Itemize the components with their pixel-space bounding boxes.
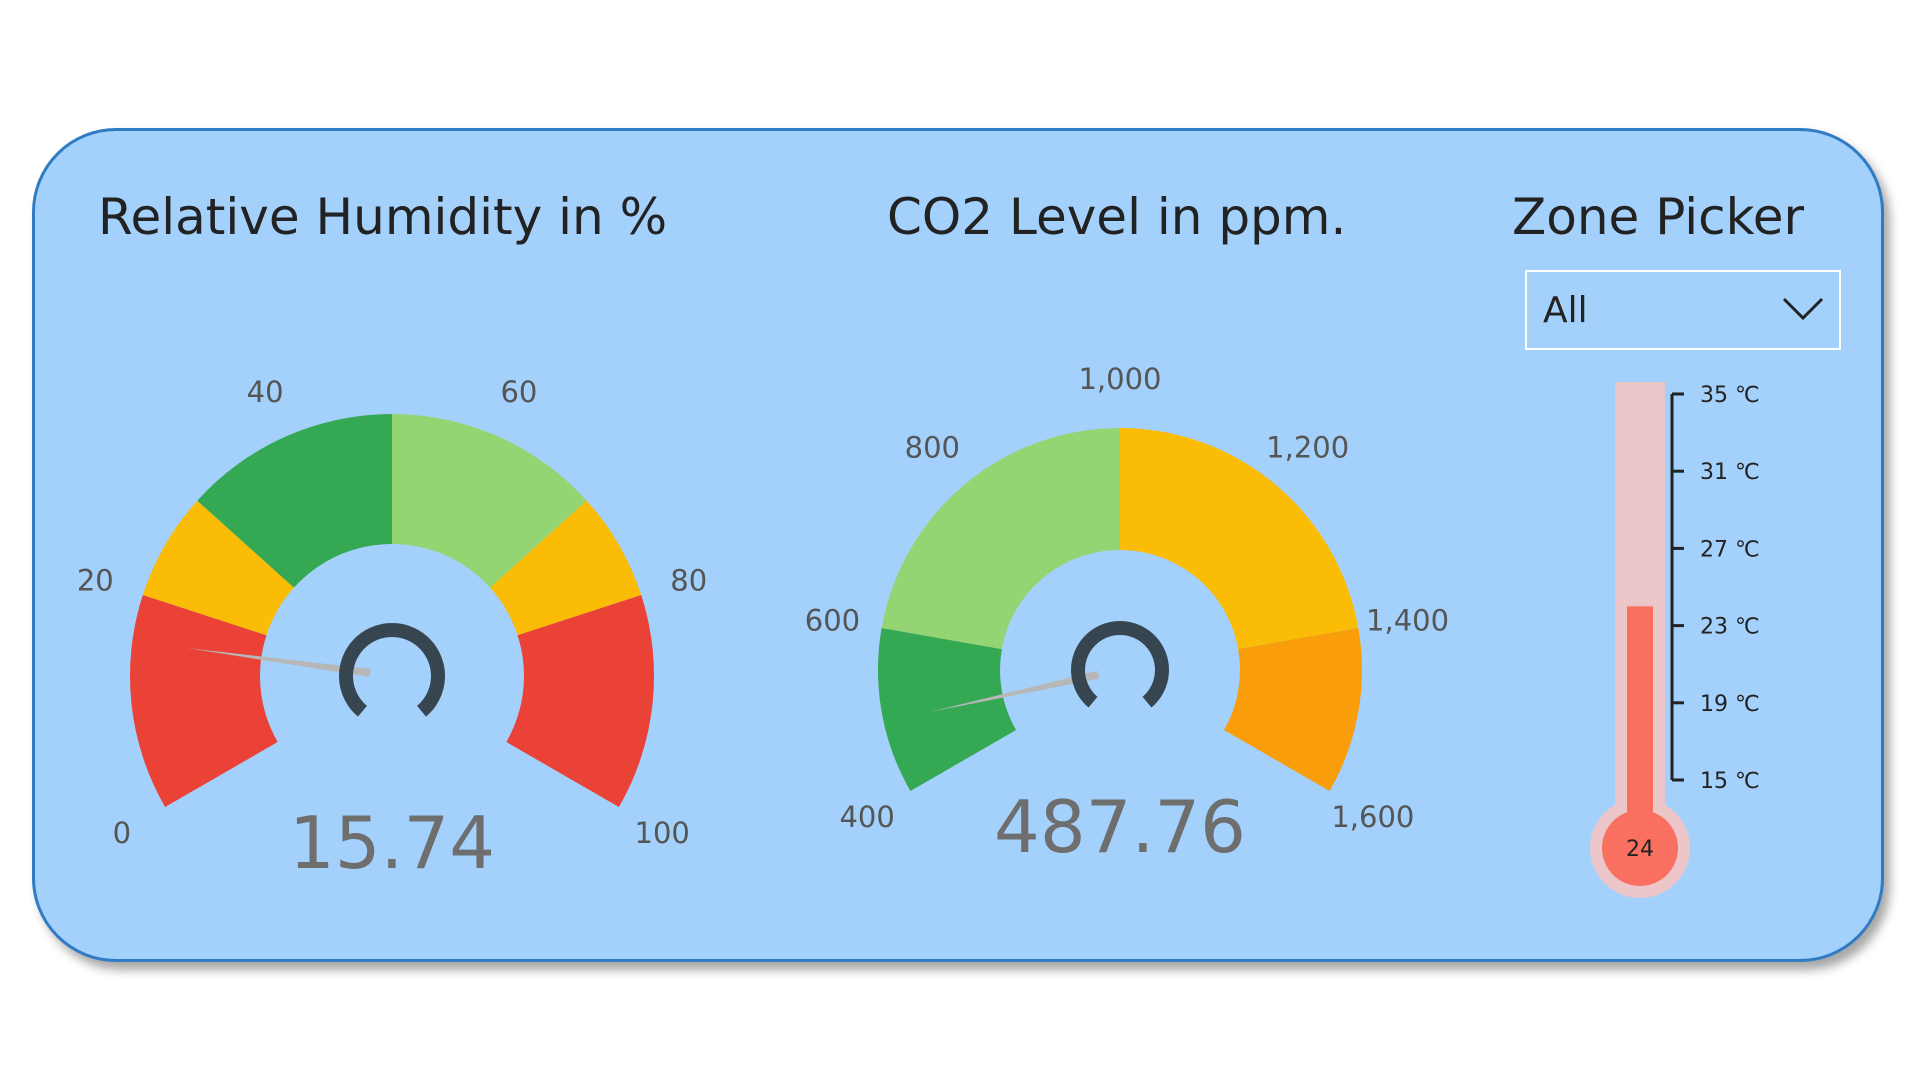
gauge-value-label: 15.74 (289, 801, 495, 885)
gauge-band (392, 414, 587, 588)
thermometer-tick-label: 35 ℃ (1700, 383, 1760, 408)
gauge-band (197, 414, 392, 588)
thermometer-tick-label: 19 ℃ (1700, 692, 1760, 717)
thermometer-value-label: 24 (1626, 837, 1654, 862)
gauge-band (129, 595, 278, 807)
temperature-thermometer: 24 15 ℃ 19 ℃ 23 ℃ 27 ℃ 31 ℃ 35 ℃ (1590, 382, 1760, 898)
gauge-value-label: 487.76 (994, 785, 1246, 869)
gauge-tick-label: 600 (805, 603, 860, 637)
gauge-band (878, 627, 1017, 791)
gauge-hub (339, 623, 445, 717)
gauge-band (506, 595, 654, 807)
thermometer-tick-label: 31 ℃ (1700, 460, 1760, 485)
gauge-tick-label: 400 (839, 800, 894, 834)
gauge-tick-label: 40 (247, 375, 284, 409)
humidity-gauge: 0 20 40 60 80 100 15.74 (77, 375, 707, 885)
gauge-tick-label: 1,600 (1331, 800, 1414, 834)
thermometer-bulb (1602, 810, 1678, 886)
zone-picker-dropdown[interactable]: All (1525, 270, 1841, 350)
gauge-tick-label: 1,000 (1078, 362, 1161, 396)
co2-gauge: 400 600 800 1,000 1,200 1,400 1,600 487.76 (805, 362, 1449, 869)
gauge-tick-label: 800 (905, 430, 960, 464)
gauge-needle (186, 647, 371, 677)
gauge-tick-label: 80 (670, 564, 707, 598)
zone-picker-title: Zone Picker (1512, 188, 1805, 246)
gauge-tick-label: 0 (113, 816, 131, 850)
chevron-down-icon (1782, 297, 1824, 321)
gauge-band (490, 500, 642, 636)
gauge-tick-label: 60 (500, 375, 537, 409)
gauge-needle (929, 670, 1100, 713)
thermometer-tick-label: 23 ℃ (1700, 615, 1760, 640)
gauge-band (881, 428, 1120, 650)
gauge-tick-label: 20 (77, 564, 114, 598)
gauge-tick-label: 100 (635, 816, 690, 850)
gauge-tick-label: 1,400 (1366, 603, 1449, 637)
thermometer-fill (1627, 606, 1653, 848)
gauge-hub (1071, 621, 1169, 708)
co2-title: CO2 Level in ppm. (887, 188, 1347, 246)
gauge-band (1223, 627, 1363, 791)
gauge-band (1120, 428, 1359, 650)
humidity-title: Relative Humidity in % (98, 188, 668, 246)
gauge-band (142, 500, 294, 636)
zone-picker-selected-value: All (1543, 290, 1588, 331)
thermometer-tick-label: 15 ℃ (1700, 769, 1760, 794)
thermometer-tick-label: 27 ℃ (1700, 537, 1760, 562)
gauge-tick-label: 1,200 (1266, 430, 1349, 464)
